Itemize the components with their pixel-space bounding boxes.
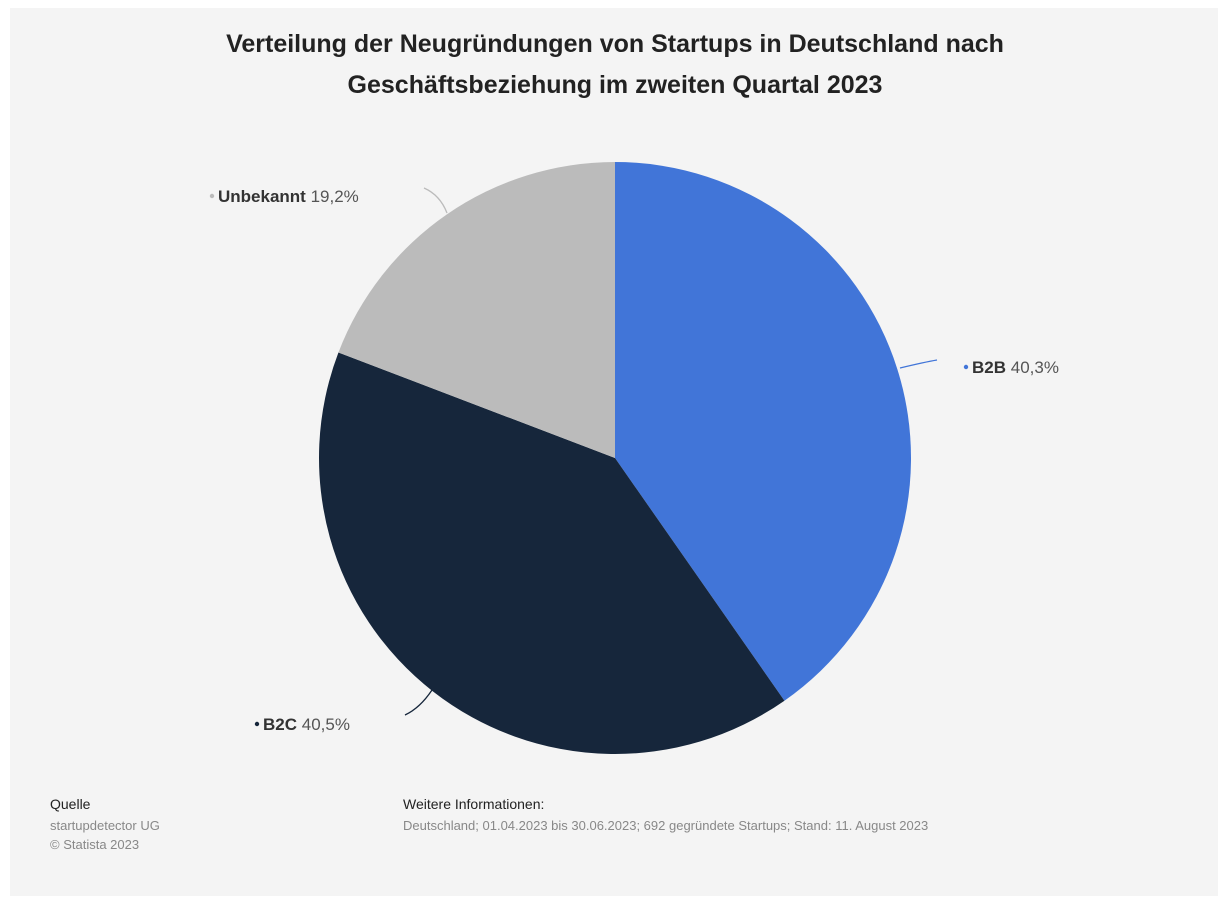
source-name[interactable]: startupdetector UG — [50, 818, 160, 833]
data-label-b2c: B2C 40,5% — [263, 715, 350, 734]
data-label-b2b: B2B 40,3% — [972, 358, 1059, 377]
chart-title-line-1: Verteilung der Neugründungen von Startup… — [226, 30, 1004, 58]
pie-slice-unbekannt[interactable] — [338, 162, 615, 458]
info-text: Deutschland; 01.04.2023 bis 30.06.2023; … — [403, 818, 929, 833]
source-heading: Quelle — [50, 796, 91, 812]
connector-b2b — [899, 359, 938, 369]
pie-slice-b2c[interactable] — [318, 352, 785, 755]
chart-title-line-2: Geschäftsbeziehung im zweiten Quartal 20… — [347, 71, 883, 99]
legend-dot-b2b — [963, 364, 969, 370]
legend-dot-b2c — [254, 721, 260, 727]
pie-slice-b2b[interactable] — [615, 162, 912, 701]
copyright: © Statista 2023 — [50, 837, 140, 852]
legend-dot-unbekannt — [209, 193, 215, 199]
connector-b2c — [404, 689, 433, 716]
info-heading: Weitere Informationen: — [403, 796, 545, 812]
data-label-unbekannt: Unbekannt 19,2% — [218, 187, 359, 206]
chart-title: Verteilung der Neugründungen von Startup… — [0, 24, 1230, 106]
connector-unbekannt — [423, 187, 448, 214]
